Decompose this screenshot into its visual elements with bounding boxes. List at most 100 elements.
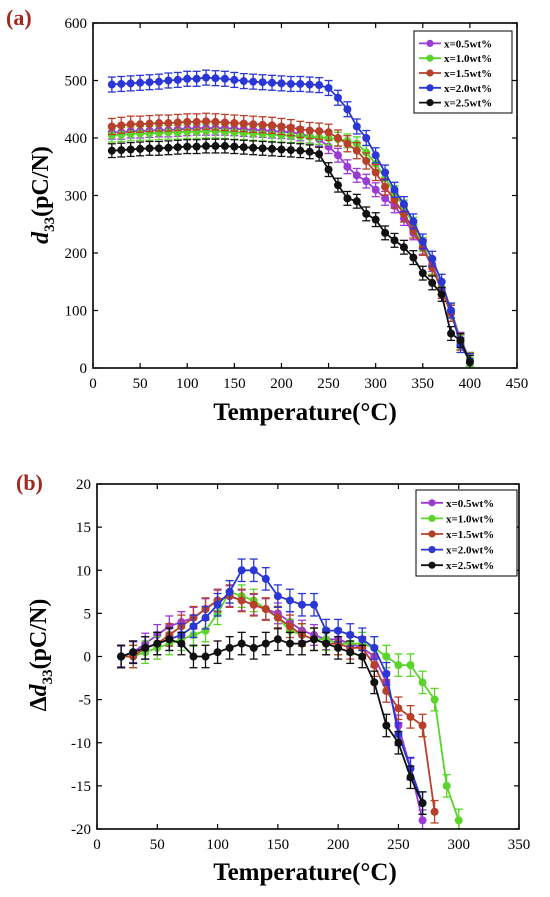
panel-b-data-point [442,781,451,790]
panel-a-y-tick-label: 200 [65,246,88,262]
panel-b-data-point [261,605,270,614]
panel-b-data-point [285,622,294,631]
panel-b-data-point [370,643,379,652]
panel-b-data-point [382,721,391,730]
panel-a-data-point [428,254,437,263]
panel-a-x-tick-label: 250 [317,376,340,392]
panel-b-y-tick-label: -5 [79,693,92,709]
panel-b-data-point [285,639,294,648]
panel-a-data-point [258,78,267,87]
panel-b-data-point [430,695,439,704]
panel-a-data-point [211,74,220,83]
panel-a-legend-label: x=2.0wt% [444,83,492,95]
panel-a-series-3 [107,112,474,368]
panel-a-series-5 [107,138,474,368]
panel-a-data-point [192,117,201,126]
panel-a-x-tick-label: 300 [364,376,387,392]
panel-b-x-tick-label: 200 [327,837,350,853]
panel-a-data-point [371,151,380,160]
panel-b-data-point [141,643,150,652]
panel-a-data-point [136,144,145,153]
panel-a-series [107,69,474,368]
panel-b-legend-marker [428,546,436,554]
panel-b-data-point [358,652,367,661]
panel-a-data-point [220,142,229,151]
panel-a-legend-marker [426,39,434,48]
panel-a-data-point [381,182,390,191]
panel-a-data-point [296,125,305,134]
panel-a-y-tick-label: 500 [65,74,88,90]
panel-a-data-point [381,194,390,203]
panel-a-data-point [305,126,314,135]
panel-b-data-point [394,738,403,747]
panel-a-data-point [362,133,371,142]
panel-b-data-point [382,669,391,678]
panel-a-data-point [352,146,361,155]
panel-a-x-tick-label: 50 [133,376,148,392]
panel-b-data-point [261,574,270,583]
panel-b-y-label-main: d [26,683,52,696]
panel-a-series-line [111,127,471,360]
panel-b-data-point [153,639,162,648]
panel-b-data-point [358,635,367,644]
panel-b-data-point [334,643,343,652]
panel-b-y-tick-label: -15 [71,779,91,795]
panel-a-data-point [305,147,314,156]
panel-b-label: (b) [16,470,43,495]
panel-a-label: (a) [6,5,32,30]
panel-a-data-point [107,80,116,89]
panel-a-data-point [437,290,446,299]
panel-a-data-point [154,144,163,153]
panel-a-data-point [230,142,239,151]
panel-b-y-label-rest: (pC/N) [26,599,52,670]
panel-a-data-point [305,80,314,89]
panel-a-data-point [465,358,474,367]
panel-a-data-point [145,119,154,128]
panel-a-data-point [173,75,182,84]
panel-a-legend: x=0.5wt% x=1.0wt% x=1.5wt% x=2.0wt% x=2.5wt% [413,30,513,114]
panel-a-data-point [211,117,220,126]
panel-a-data-point [145,144,154,153]
panel-b-data-point [297,600,306,609]
panel-b-data-point [249,600,258,609]
panel-a-y-tick-label: 600 [65,16,88,32]
panel-a-data-point [239,119,248,128]
panel-b-data-point [394,704,403,713]
panel-a-data-point [249,77,258,86]
panel-a-legend-label: x=2.5wt% [444,98,492,110]
panel-a-data-point [202,142,211,151]
panel-b-x-axis-label: Temperature(°C) [213,859,397,886]
panel-a-data-point [343,105,352,114]
panel-a-y-label-rest: (pC/N) [28,146,54,217]
panel-a-x-tick-label: 0 [89,376,97,392]
panel-a-legend-marker [426,69,434,77]
panel-b-legend-label: x=1.0wt% [446,513,494,525]
panel-a-data-point [333,93,342,102]
panel-b-data-point [249,566,258,575]
panel-a-data-point [296,79,305,88]
panel-a-plot-frame [92,22,518,369]
panel-b-y-axis-label: Δd33(pC/N) [26,599,56,712]
panel-a-data-point [362,177,371,186]
panel-a-x-axis-label: Temperature(°C) [213,399,397,426]
panel-a-ticks: 0 50 100 150 200 250 300 350 400 450 0 100 200 300 400… [65,16,529,392]
panel-b-y-label-delta: Δ [26,696,52,711]
panel-a-data-point [220,74,229,83]
panel-b-ticks: 0 50 100 150 200 250 300 350 -20 -15 -10 -5 0 5 10 15 20 [71,477,530,853]
panel-b-data-point [165,635,174,644]
panel-a-x-tick-label: 350 [412,376,435,392]
panel-a-series-2 [107,123,474,367]
panel-a-data-point [183,117,192,126]
panel-a-data-point [343,139,352,148]
panel-b-series-line [120,595,424,821]
panel-b-data-point [237,639,246,648]
panel-a-data-point [399,243,408,252]
panel-a-data-point [343,194,352,203]
panel-b-data-point [189,622,198,631]
panel-a-legend-label: x=0.5wt% [444,38,492,50]
panel-b-data-point [418,816,427,825]
panel-a-data-point [296,146,305,155]
panel-a-data-point [428,278,437,287]
panel-a-y-tick-label: 0 [80,361,88,377]
